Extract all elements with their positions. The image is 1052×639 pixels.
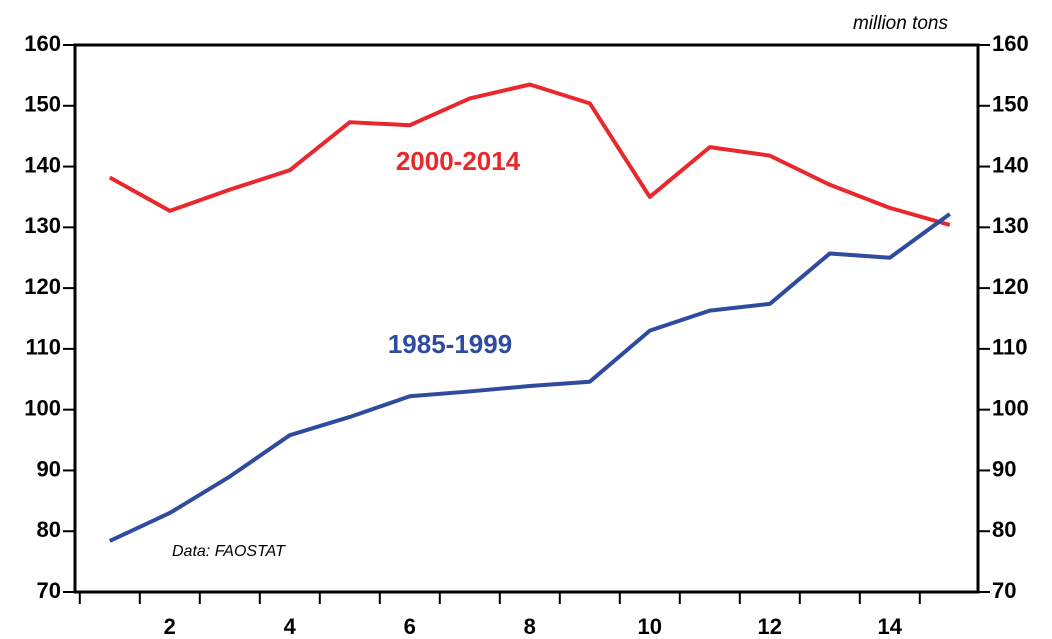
source-note: Data: FAOSTAT <box>172 543 286 560</box>
x-tick-label: 6 <box>404 614 416 639</box>
y2-tick-label: 120 <box>992 274 1029 299</box>
x-tick-label: 2 <box>164 614 176 639</box>
plot-frame <box>73 43 980 594</box>
series-label: 2000-2014 <box>396 146 521 176</box>
unit-label: million tons <box>853 13 949 34</box>
y2-tick-label: 70 <box>992 578 1016 603</box>
y-tick-label: 110 <box>26 335 62 360</box>
y-tick-label: 70 <box>37 578 61 603</box>
y2-tick-label: 80 <box>992 517 1016 542</box>
y2-tick-label: 130 <box>992 213 1029 238</box>
y2-tick-label: 90 <box>992 456 1016 481</box>
x-tick-label: 8 <box>524 614 536 639</box>
y2-tick-label: 110 <box>992 335 1028 360</box>
series-line <box>108 82 951 227</box>
y2-tick-label: 100 <box>992 395 1029 420</box>
y-tick-label: 80 <box>37 517 61 542</box>
series-label: 1985-1999 <box>388 329 512 359</box>
y2-tick-label: 140 <box>992 152 1029 177</box>
y2-tick-label: 150 <box>992 92 1029 117</box>
series-line <box>108 212 951 543</box>
x-tick-label: 10 <box>638 614 662 639</box>
y-tick-label: 160 <box>24 31 61 56</box>
y-tick-label: 130 <box>24 213 61 238</box>
y-tick-label: 150 <box>24 92 61 117</box>
y-tick-label: 140 <box>24 152 61 177</box>
x-tick-label: 12 <box>758 614 782 639</box>
y-tick-label: 90 <box>37 456 61 481</box>
y-tick-label: 120 <box>24 274 61 299</box>
y2-tick-label: 160 <box>992 31 1029 56</box>
x-tick-label: 4 <box>284 614 297 639</box>
x-tick-label: 14 <box>878 614 903 639</box>
y-tick-label: 100 <box>24 395 61 420</box>
